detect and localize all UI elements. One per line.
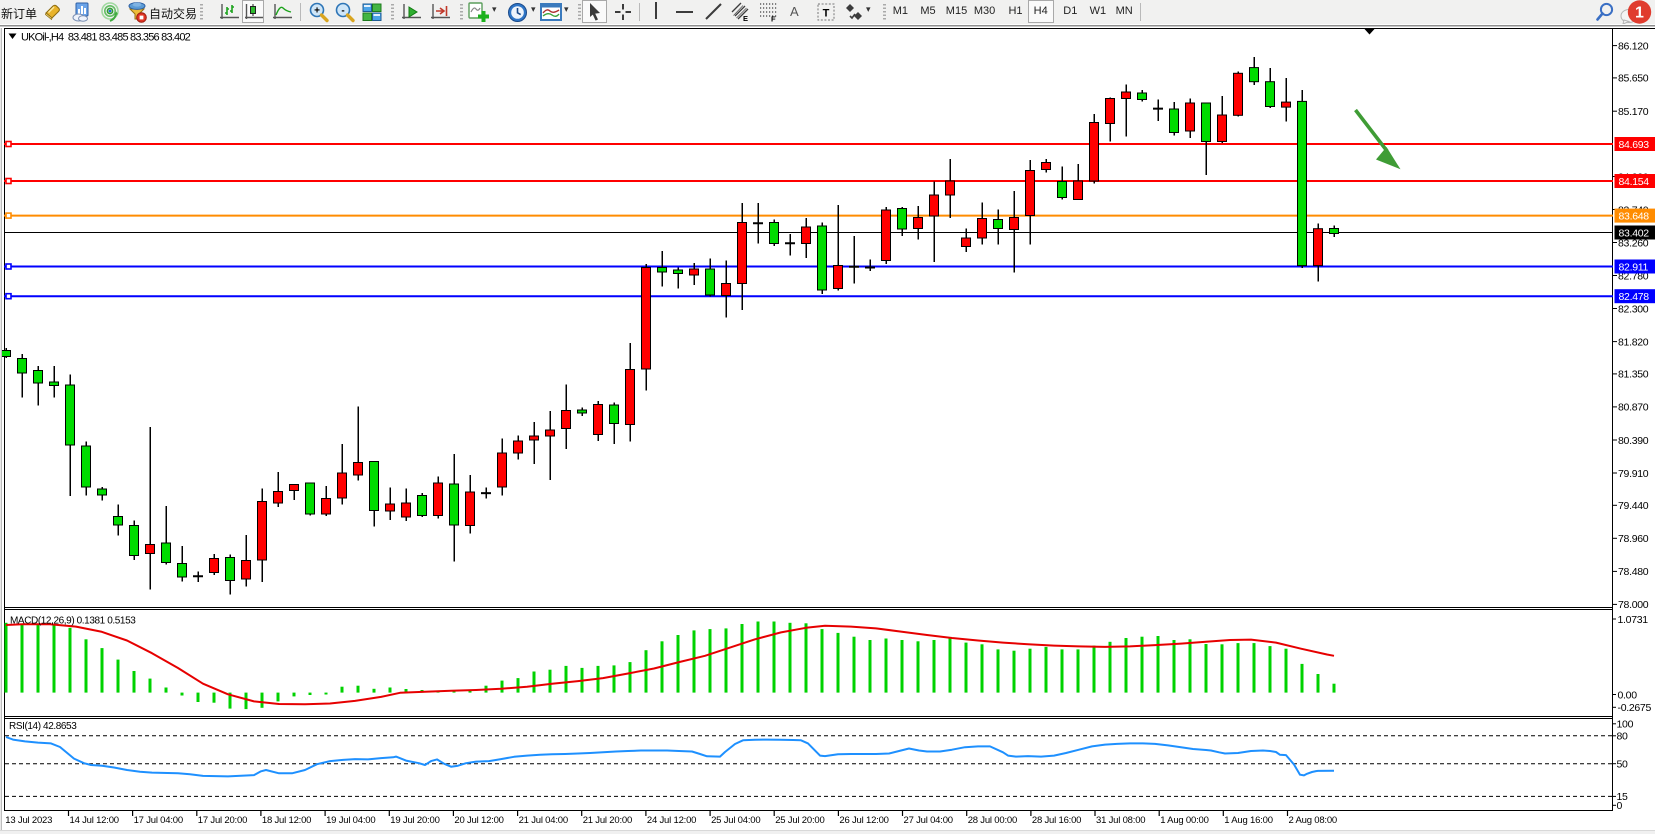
svg-text:2 Aug 08:00: 2 Aug 08:00	[1289, 815, 1338, 826]
svg-text:85.650: 85.650	[1618, 73, 1649, 85]
svg-text:-0.2675: -0.2675	[1618, 702, 1652, 714]
svg-text:+: +	[314, 6, 320, 17]
svg-text:85.170: 85.170	[1618, 106, 1649, 118]
svg-text:F: F	[771, 15, 776, 23]
svg-text:82.911: 82.911	[1619, 262, 1649, 274]
svg-text:1 Aug 00:00: 1 Aug 00:00	[1160, 815, 1209, 826]
svg-text:21 Jul 04:00: 21 Jul 04:00	[519, 815, 568, 826]
svg-text:20 Jul 12:00: 20 Jul 12:00	[454, 815, 503, 826]
svg-text:79.910: 79.910	[1618, 468, 1649, 480]
svg-text:1: 1	[1635, 5, 1644, 22]
svg-text:78.480: 78.480	[1618, 566, 1649, 578]
svg-text:82.300: 82.300	[1618, 303, 1649, 315]
svg-text:24 Jul 12:00: 24 Jul 12:00	[647, 815, 696, 826]
svg-text:83.402: 83.402	[1619, 228, 1650, 240]
svg-text:13 Jul 2023: 13 Jul 2023	[5, 815, 52, 826]
svg-text:17 Jul 20:00: 17 Jul 20:00	[198, 815, 247, 826]
svg-text:84.154: 84.154	[1619, 176, 1650, 188]
svg-text:19 Jul 04:00: 19 Jul 04:00	[326, 815, 375, 826]
svg-text:100: 100	[1617, 719, 1634, 731]
svg-text:82.478: 82.478	[1619, 291, 1650, 303]
svg-text:T: T	[823, 8, 830, 20]
svg-text:50: 50	[1617, 759, 1629, 771]
svg-text:15: 15	[1617, 791, 1629, 803]
svg-text:18 Jul 12:00: 18 Jul 12:00	[262, 815, 311, 826]
svg-text:79.440: 79.440	[1618, 500, 1649, 512]
svg-text:86.120: 86.120	[1618, 40, 1649, 52]
svg-text:80.870: 80.870	[1618, 402, 1649, 414]
svg-text:25 Jul 04:00: 25 Jul 04:00	[711, 815, 760, 826]
svg-text:19 Jul 20:00: 19 Jul 20:00	[390, 815, 439, 826]
svg-text:28 Jul 16:00: 28 Jul 16:00	[1032, 815, 1081, 826]
svg-text:25 Jul 20:00: 25 Jul 20:00	[775, 815, 824, 826]
svg-text:27 Jul 04:00: 27 Jul 04:00	[904, 815, 953, 826]
svg-text:MACD(12,26,9) 0.1381 0.5153: MACD(12,26,9) 0.1381 0.5153	[10, 616, 136, 627]
svg-text:84.693: 84.693	[1619, 139, 1650, 151]
svg-text:14 Jul 12:00: 14 Jul 12:00	[70, 815, 119, 826]
svg-text:83.260: 83.260	[1618, 237, 1649, 249]
svg-text:26 Jul 12:00: 26 Jul 12:00	[839, 815, 888, 826]
svg-text:17 Jul 04:00: 17 Jul 04:00	[134, 815, 183, 826]
svg-text:0: 0	[1617, 800, 1623, 812]
svg-text:28 Jul 00:00: 28 Jul 00:00	[968, 815, 1017, 826]
svg-text:1 Aug 16:00: 1 Aug 16:00	[1224, 815, 1273, 826]
svg-text:0.00: 0.00	[1618, 689, 1638, 701]
svg-text:-: -	[341, 6, 344, 17]
svg-text:81.350: 81.350	[1618, 369, 1649, 381]
svg-text:78.000: 78.000	[1618, 599, 1649, 611]
svg-text:80.390: 80.390	[1618, 435, 1649, 447]
svg-text:78.960: 78.960	[1618, 533, 1649, 545]
svg-text:1.0731: 1.0731	[1618, 614, 1649, 626]
svg-text:E: E	[743, 14, 748, 22]
svg-text:80: 80	[1617, 731, 1629, 743]
svg-text:83.648: 83.648	[1619, 211, 1650, 223]
svg-text:21 Jul 20:00: 21 Jul 20:00	[583, 815, 632, 826]
svg-text:RSI(14) 42.8653: RSI(14) 42.8653	[9, 721, 77, 732]
svg-text:31 Jul 08:00: 31 Jul 08:00	[1096, 815, 1145, 826]
svg-text:81.820: 81.820	[1618, 336, 1649, 348]
svg-text:UKOil-,H4 83.481 83.485 83.35: UKOil-,H4 83.481 83.485 83.356 83.402	[21, 32, 191, 44]
